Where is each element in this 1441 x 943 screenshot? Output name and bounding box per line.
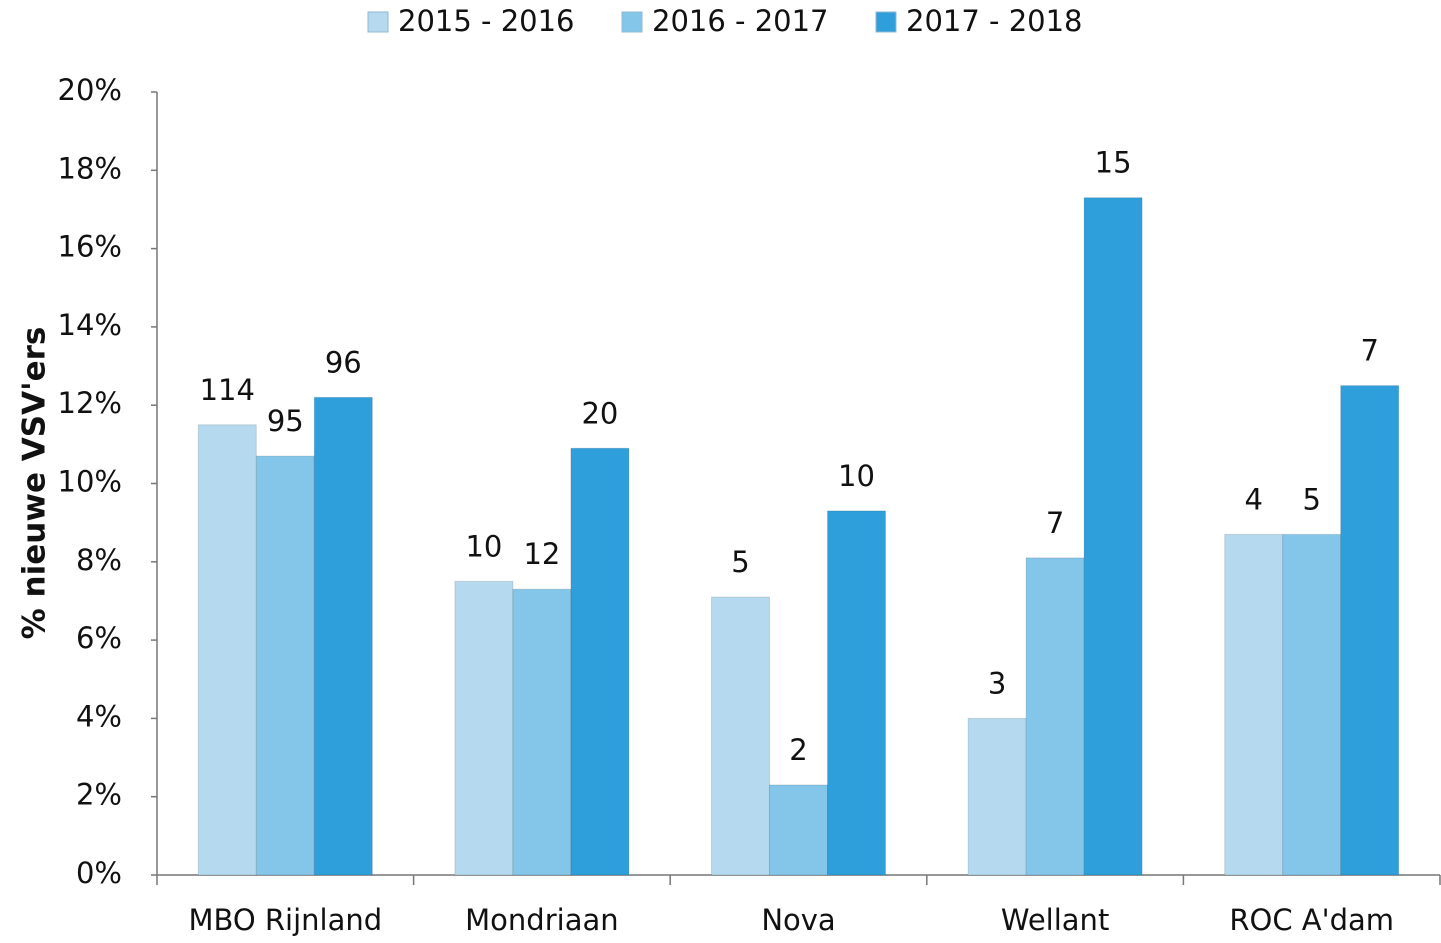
y-tick-label: 4%: [76, 699, 122, 733]
legend-label: 2015 - 2016: [398, 4, 575, 38]
data-label: 7: [1046, 506, 1064, 540]
bar: [711, 596, 770, 876]
y-tick-label: 10%: [58, 465, 122, 499]
bar: [1025, 557, 1085, 876]
data-label: 96: [325, 345, 362, 379]
bar: [454, 580, 514, 876]
data-label: 10: [465, 529, 502, 563]
x-tick-label: ROC A'dam: [1229, 903, 1394, 937]
data-label: 2: [789, 733, 807, 767]
data-label: 3: [988, 666, 1006, 700]
y-tick-label: 16%: [58, 230, 122, 264]
bar: [1224, 533, 1284, 876]
bar: [1282, 533, 1342, 876]
data-label: 10: [838, 459, 875, 493]
y-tick-label: 2%: [76, 778, 122, 812]
bar: [570, 447, 630, 876]
bar: [512, 588, 572, 876]
y-axis-title: % nieuwe VSV'ers: [17, 327, 53, 640]
data-label: 114: [200, 373, 255, 407]
y-tick-label: 14%: [58, 308, 122, 342]
legend-swatch: [367, 11, 389, 33]
data-label: 95: [267, 404, 304, 438]
data-label: 12: [523, 537, 560, 571]
legend-label: 2017 - 2018: [906, 4, 1083, 38]
data-label: 5: [1302, 482, 1320, 516]
y-tick-label: 6%: [76, 621, 122, 655]
bar: [1340, 385, 1400, 876]
data-label: 20: [581, 396, 618, 430]
data-label: 7: [1360, 334, 1378, 368]
bar: [313, 396, 373, 876]
data-label: 5: [731, 545, 749, 579]
bar: [769, 784, 828, 876]
x-tick-label: Nova: [761, 903, 835, 937]
bar: [967, 717, 1027, 876]
data-label: 4: [1244, 482, 1262, 516]
y-tick-label: 8%: [76, 543, 122, 577]
legend-swatch: [621, 11, 643, 33]
bar: [1083, 197, 1143, 876]
bar: [255, 455, 315, 876]
y-tick-label: 12%: [58, 386, 122, 420]
x-tick-label: MBO Rijnland: [188, 903, 382, 937]
legend-swatch: [875, 11, 897, 33]
data-label: 15: [1095, 146, 1132, 180]
bar: [197, 424, 257, 876]
y-tick-label: 20%: [58, 73, 122, 107]
y-tick-label: 18%: [58, 151, 122, 185]
x-tick-label: Wellant: [1001, 903, 1109, 937]
y-tick-label: 0%: [76, 856, 122, 890]
legend-label: 2016 - 2017: [652, 4, 829, 38]
bar: [827, 510, 886, 876]
x-tick-label: Mondriaan: [465, 903, 618, 937]
